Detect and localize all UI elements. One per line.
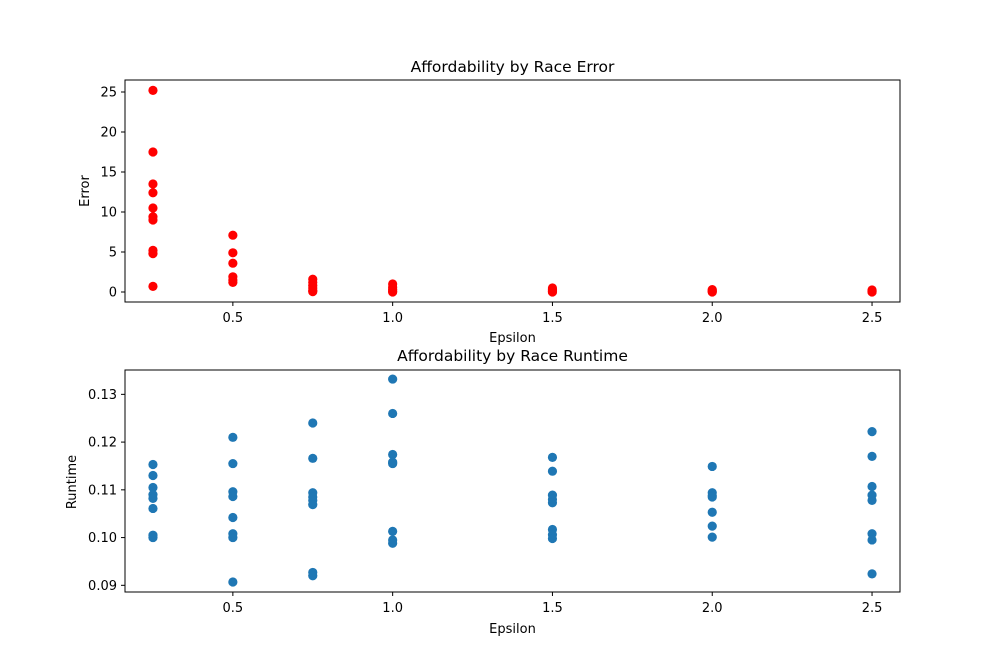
y-tick-label: 0.12: [88, 436, 117, 451]
data-point: [148, 179, 158, 189]
data-point: [707, 507, 717, 517]
data-point: [867, 569, 877, 579]
y-tick-label: 15: [100, 166, 117, 181]
data-point: [148, 249, 158, 259]
runtime-y-axis-label: Runtime: [65, 455, 80, 509]
error-x-axis-label: Epsilon: [489, 331, 536, 346]
data-point: [867, 495, 877, 505]
error-y-ticks: 0 5 10 15 20 25: [100, 86, 125, 301]
data-point: [228, 577, 238, 587]
data-point: [707, 521, 717, 531]
y-tick-label: 0.09: [88, 579, 117, 594]
data-point: [148, 493, 158, 504]
data-point: [388, 458, 398, 469]
data-point: [547, 452, 558, 462]
data-point: [148, 459, 158, 470]
runtime-y-ticks: 0.09 0.10 0.11 0.12 0.13: [88, 388, 125, 594]
data-point: [547, 498, 558, 508]
runtime-chart-title: Affordability by Race Runtime: [397, 347, 628, 365]
x-tick-label: 1.0: [382, 311, 403, 326]
data-point: [388, 374, 398, 384]
data-point: [148, 147, 158, 157]
x-tick-label: 1.5: [542, 311, 563, 326]
data-point: [228, 458, 238, 469]
data-point: [388, 538, 398, 548]
data-point: [867, 287, 877, 297]
runtime-subplot: Affordability by Race Runtime 0.5 1.0 1.5 2…: [65, 347, 901, 637]
data-point: [707, 287, 717, 297]
runtime-x-axis-label: Epsilon: [489, 622, 536, 637]
error-points: [148, 85, 877, 297]
error-chart-title: Affordability by Race Error: [411, 58, 615, 76]
runtime-points: [148, 374, 877, 587]
data-point: [308, 418, 318, 428]
x-tick-label: 2.0: [702, 311, 723, 326]
data-point: [547, 533, 558, 544]
data-point: [308, 287, 318, 297]
data-point: [867, 481, 877, 492]
x-tick-label: 0.5: [223, 311, 244, 326]
data-point: [148, 188, 158, 198]
data-point: [228, 230, 238, 240]
data-point: [547, 466, 558, 476]
data-point: [228, 277, 238, 287]
error-y-axis-label: Error: [78, 175, 93, 207]
x-tick-label: 2.5: [862, 311, 883, 326]
y-tick-label: 0: [109, 286, 117, 301]
data-point: [308, 453, 318, 463]
x-tick-label: 1.5: [542, 601, 563, 616]
error-plot-frame: [124, 79, 901, 303]
y-tick-label: 5: [109, 246, 117, 261]
data-point: [228, 248, 238, 258]
y-tick-label: 0.10: [88, 531, 117, 546]
data-point: [228, 432, 238, 442]
data-point: [707, 532, 717, 542]
data-point: [148, 532, 158, 543]
data-point: [228, 258, 238, 268]
error-x-ticks: 0.5 1.0 1.5 2.0 2.5: [223, 302, 883, 326]
data-point: [867, 451, 877, 462]
data-point: [148, 281, 158, 291]
x-tick-label: 0.5: [223, 601, 244, 616]
runtime-plot-frame: [124, 369, 901, 593]
data-point: [707, 492, 717, 502]
data-point: [148, 503, 158, 514]
y-tick-label: 0.11: [88, 483, 117, 498]
data-point: [228, 512, 238, 523]
x-tick-label: 2.5: [862, 601, 883, 616]
data-point: [388, 526, 398, 536]
data-point: [388, 449, 398, 460]
data-point: [148, 215, 158, 225]
data-point: [388, 408, 398, 419]
data-point: [547, 287, 558, 297]
data-point: [388, 287, 398, 297]
error-subplot: Affordability by Race Error 0.5 1.0 1.5 2.0…: [78, 58, 901, 346]
runtime-x-ticks: 0.5 1.0 1.5 2.0 2.5: [223, 592, 883, 616]
data-point: [148, 470, 158, 481]
data-point: [148, 203, 158, 213]
data-point: [707, 461, 717, 472]
data-point: [228, 491, 238, 502]
y-tick-label: 25: [100, 86, 117, 101]
y-tick-label: 20: [100, 126, 117, 141]
data-point: [867, 426, 877, 437]
data-point: [228, 532, 238, 543]
y-tick-label: 0.13: [88, 388, 117, 403]
data-point: [308, 571, 318, 581]
data-point: [867, 535, 877, 545]
x-tick-label: 1.0: [382, 601, 403, 616]
data-point: [308, 500, 318, 510]
y-tick-label: 10: [100, 206, 117, 221]
data-point: [148, 482, 158, 493]
data-point: [148, 85, 158, 95]
x-tick-label: 2.0: [702, 601, 723, 616]
